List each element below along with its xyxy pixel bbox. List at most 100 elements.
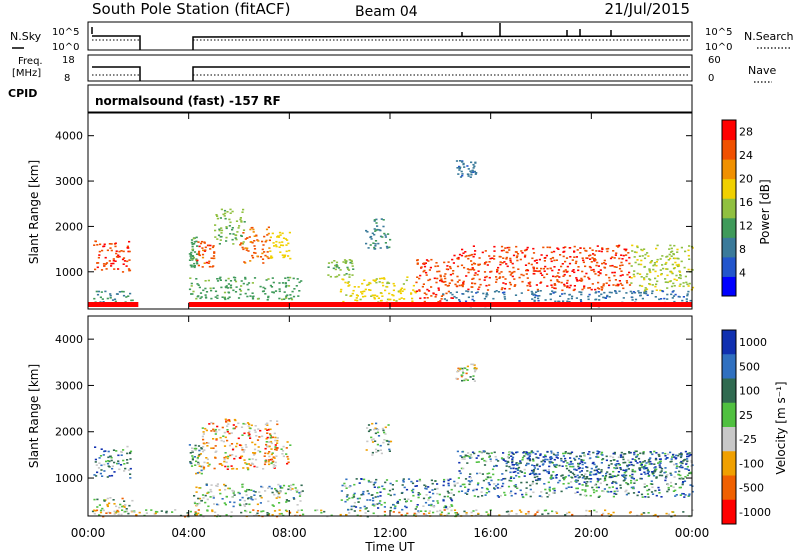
power-cell [493, 255, 496, 257]
power-cell [129, 292, 132, 295]
power-cell [591, 283, 594, 285]
beam-label: Beam 04 [355, 4, 418, 20]
power-cell [268, 239, 271, 242]
power-cell [611, 271, 614, 274]
velocity-cell [383, 488, 386, 490]
velocity-cell [612, 459, 615, 461]
velocity-cell [263, 463, 267, 466]
power-cell [521, 252, 524, 254]
velocity-cell [200, 465, 203, 468]
velocity-cell [600, 469, 603, 471]
nsky-label: N.Sky [10, 30, 42, 43]
velocity-cell [301, 490, 304, 492]
power-cell [688, 258, 691, 260]
power-cell [192, 290, 195, 293]
power-cell [471, 263, 474, 266]
velocity-cell [154, 510, 158, 513]
power-cell [109, 293, 112, 295]
power-cell [477, 288, 480, 291]
power-cell [333, 260, 336, 262]
velocity-cell [367, 510, 370, 512]
velocity-cell [214, 451, 217, 453]
power-cell [117, 254, 120, 257]
power-cell [205, 261, 208, 264]
power-cell [641, 285, 644, 287]
velocity-cell [278, 502, 281, 504]
power-cell [662, 267, 665, 270]
velocity-cell [129, 450, 133, 453]
power-cell [369, 244, 372, 246]
power-cell [97, 290, 100, 293]
power-cell [632, 273, 635, 276]
power-cell [526, 269, 530, 272]
power-cell [95, 290, 98, 293]
velocity-cell [457, 367, 460, 370]
power-cell [463, 266, 466, 269]
power-cell [588, 254, 591, 257]
velocity-cell [584, 473, 587, 475]
velocity-cell [205, 457, 208, 459]
velocity-cell [502, 452, 505, 454]
power-cell [674, 261, 677, 264]
velocity-cell [110, 474, 114, 477]
velocity-cell [424, 487, 427, 490]
velocity-cell [366, 499, 369, 501]
power-cell [384, 234, 387, 236]
power-cell [112, 258, 115, 260]
power-cell [191, 245, 194, 248]
velocity-cell [257, 428, 260, 430]
velocity-cell [510, 490, 513, 493]
velocity-cell [243, 503, 246, 506]
velocity-cell [675, 454, 678, 457]
velocity-cell [230, 443, 234, 445]
power-cell [237, 227, 240, 229]
power-cell [244, 292, 247, 295]
velocity-cell [489, 458, 492, 460]
velocity-cell [534, 453, 537, 455]
power-cell [488, 284, 491, 286]
power-cell [229, 280, 233, 282]
power-cell [379, 247, 382, 249]
power-cell [370, 235, 373, 238]
power-cell [373, 280, 376, 282]
velocity-cell [416, 480, 419, 482]
velocity-cell [109, 455, 112, 458]
velocity-cell [599, 482, 602, 485]
power-cell [352, 268, 355, 270]
velocity-cell [446, 490, 449, 493]
velocity-cell [230, 511, 233, 513]
velocity-cell [596, 471, 599, 473]
velocity-cell [555, 456, 558, 458]
power-cell [592, 258, 596, 260]
velocity-cell [292, 483, 295, 486]
power-cell [354, 299, 357, 301]
power-cell [691, 286, 695, 289]
power-cell [351, 265, 354, 267]
velocity-cell [274, 436, 277, 439]
velocity-cell [622, 475, 625, 477]
velocity-region [504, 450, 692, 480]
velocity-cell [553, 458, 556, 461]
y-tick-label: 3000 [55, 379, 83, 392]
power-cell [430, 286, 433, 288]
power-cell [647, 255, 650, 257]
power-cell [437, 301, 440, 303]
velocity-cell [98, 504, 101, 506]
power-cell [498, 277, 501, 279]
power-cell [640, 259, 643, 262]
velocity-cell [254, 458, 258, 461]
velocity-cell [256, 503, 259, 506]
power-cell [374, 245, 377, 247]
power-cell [575, 256, 578, 258]
velocity-cell [119, 464, 123, 466]
velocity-cell [548, 460, 551, 463]
power-cell [342, 278, 345, 281]
power-cell [453, 295, 456, 298]
power-cell [445, 268, 448, 270]
velocity-cell [496, 483, 500, 486]
velocity-cell [614, 481, 617, 483]
velocity-cell [249, 464, 252, 467]
velocity-cell [478, 450, 481, 453]
velocity-cell [460, 490, 464, 492]
velocity-cell [588, 510, 591, 512]
